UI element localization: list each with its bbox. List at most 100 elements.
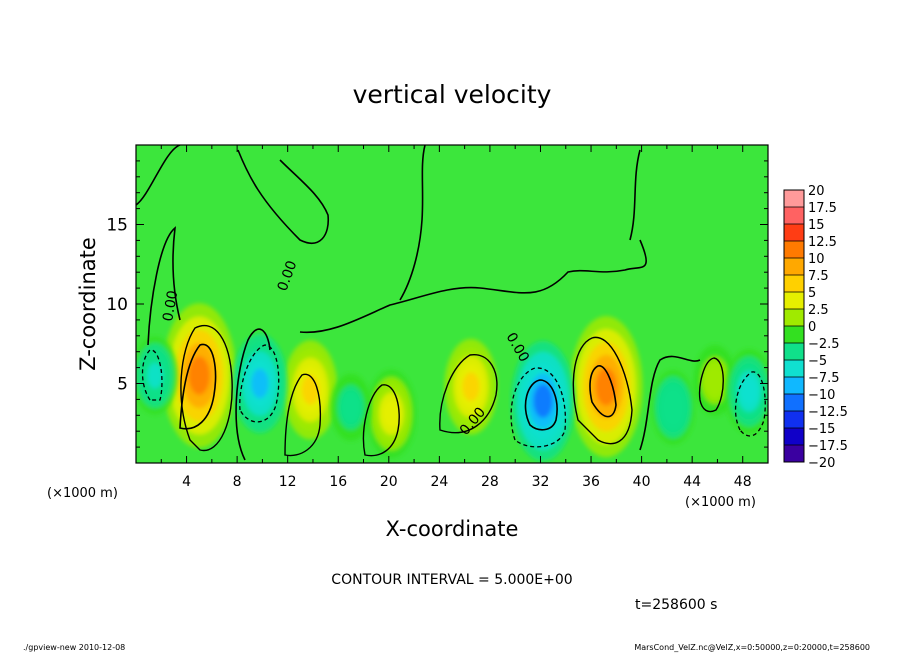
- x-tick-label: 28: [481, 474, 499, 490]
- x-tick-label: 12: [279, 474, 297, 490]
- contour-zero-line: [299, 239, 647, 334]
- x-tick-label: 8: [233, 474, 242, 490]
- colorbar-swatch: [784, 428, 804, 446]
- colorbar-swatch: [784, 309, 804, 327]
- velocity-band: [533, 384, 553, 418]
- x-tick-label: 16: [329, 474, 347, 490]
- y-tick-label: 5: [117, 375, 128, 395]
- colorbar-swatch: [784, 241, 804, 259]
- contour-positive-line: [179, 343, 217, 430]
- velocity-band: [147, 362, 163, 389]
- colorbar-label: 7.5: [808, 269, 829, 284]
- contour-positive-line: [572, 336, 633, 445]
- contour-positive-line: [698, 357, 724, 413]
- footer-left: ./gpview-new 2010-12-08: [23, 643, 125, 652]
- x-tick-label: 44: [683, 474, 701, 490]
- colorbar-label: 2.5: [808, 303, 829, 318]
- velocity-band: [188, 356, 210, 395]
- velocity-band: [251, 368, 269, 399]
- velocity-feature: [511, 340, 575, 462]
- contour-negative-line: [239, 344, 280, 423]
- footer-right: MarsCond_VelZ.nc@VelZ,x=0:50000,z=0:2000…: [634, 643, 870, 652]
- velocity-feature: [330, 373, 372, 442]
- velocity-band: [301, 375, 320, 405]
- velocity-band: [595, 367, 617, 406]
- colorbar-label: 15: [808, 218, 825, 233]
- contour-zero-line: [399, 145, 426, 301]
- velocity-feature: [136, 336, 178, 415]
- colorbar-label: −7.5: [808, 371, 840, 386]
- contour-zero-line: [639, 355, 701, 451]
- velocity-feature: [724, 348, 768, 435]
- contour-positive-line: [284, 373, 322, 457]
- time-label: t=258600 s: [635, 597, 717, 613]
- velocity-band: [383, 400, 400, 428]
- contour-zero-line: [147, 226, 181, 346]
- x-tick-label: 40: [633, 474, 651, 490]
- velocity-field: [136, 303, 768, 462]
- contour-negative-line: [524, 379, 558, 431]
- velocity-band: [665, 395, 681, 420]
- x-axis-label: X-coordinate: [386, 517, 519, 541]
- x-tick-label: 32: [532, 474, 550, 490]
- velocity-feature: [366, 369, 417, 459]
- y-tick-label: 15: [106, 216, 128, 236]
- velocity-feature: [283, 340, 338, 440]
- y-axis-label: Z-coordinate: [76, 237, 100, 371]
- contour-negative-line: [510, 367, 567, 448]
- plot-area: 0.00 0.00 0.00 0.00: [135, 144, 769, 464]
- colorbar-swatch: [784, 207, 804, 225]
- colorbar-swatch: [784, 275, 804, 293]
- colorbar-label: −2.5: [808, 337, 840, 352]
- y-axis: 5 10 15: [106, 160, 768, 448]
- contour-positive-line: [362, 384, 400, 457]
- contour-label: 0.00: [160, 289, 181, 322]
- colorbar-swatch: [784, 411, 804, 429]
- colorbar-label: 20: [808, 184, 825, 199]
- colorbar-swatch: [784, 343, 804, 361]
- velocity-feature: [569, 316, 643, 458]
- velocity-band: [343, 395, 359, 419]
- velocity-band: [707, 368, 723, 393]
- colorbar-label: −20: [808, 456, 835, 471]
- colorbar-label: 12.5: [808, 235, 837, 250]
- colorbar-label: −12.5: [808, 405, 848, 420]
- contour-zero-line: [235, 328, 271, 461]
- x-tick-label: 24: [430, 474, 448, 490]
- x-tick-label: 48: [734, 474, 752, 490]
- chart-title: vertical velocity: [353, 80, 552, 109]
- colorbar-label: 5: [808, 286, 816, 301]
- x-tick-label: 20: [380, 474, 398, 490]
- velocity-band: [462, 372, 480, 402]
- y-tick-label: 10: [106, 295, 128, 315]
- colorbar-label: −10: [808, 388, 835, 403]
- x-unit-right: (×1000 m): [685, 495, 756, 510]
- colorbar-label: −17.5: [808, 439, 848, 454]
- colorbar: 20 17.5 15 12.5 10 7.5 5 2.5 0 −2.5 −5 −7.5 −10 −12.5…: [783, 184, 848, 471]
- velocity-band: [740, 378, 758, 405]
- colorbar-swatch: [784, 292, 804, 310]
- velocity-feature: [444, 338, 498, 435]
- colorbar-swatch: [784, 258, 804, 276]
- x-unit-left: (×1000 m): [47, 486, 118, 501]
- contour-interval-text: CONTOUR INTERVAL = 5.000E+00: [331, 572, 572, 588]
- contour-positive-line: [589, 365, 617, 418]
- colorbar-label: −5: [808, 354, 827, 369]
- colorbar-swatch: [784, 190, 804, 208]
- colorbar-label: −15: [808, 422, 835, 437]
- contour-zero-line: [629, 149, 641, 241]
- contour-zero-line: [237, 149, 329, 244]
- colorbar-swatch: [784, 224, 804, 242]
- contour-negative-line: [734, 371, 766, 437]
- contour-positive-line: [439, 354, 498, 434]
- x-axis: 4 8 12 16 20 24 28 32 36 40 44 48: [160, 145, 752, 490]
- velocity-feature: [651, 370, 696, 445]
- colorbar-label: 17.5: [808, 201, 837, 216]
- colorbar-swatch: [784, 377, 804, 395]
- colorbar-swatch: [784, 326, 804, 344]
- colorbar-swatch: [784, 360, 804, 378]
- contour-zero-line: [136, 145, 181, 206]
- colorbar-swatch: [784, 445, 804, 463]
- colorbar-label: 0: [808, 320, 816, 335]
